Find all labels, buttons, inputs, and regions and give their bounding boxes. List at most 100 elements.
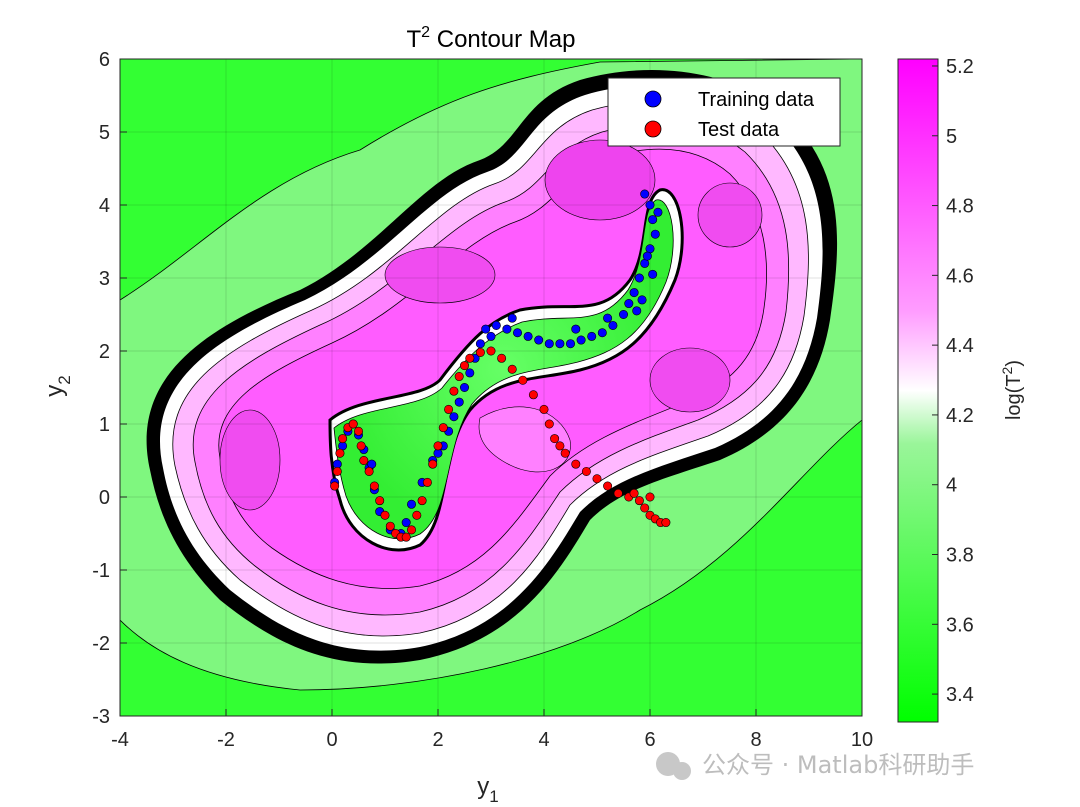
- training-point: [608, 320, 618, 330]
- training-point: [632, 306, 642, 316]
- test-point: [613, 488, 623, 498]
- test-point: [385, 521, 395, 531]
- training-point: [523, 331, 533, 341]
- colorbar-tick-label: 4.2: [946, 405, 974, 427]
- test-point: [364, 466, 374, 476]
- test-point: [603, 481, 613, 491]
- colorbar-tick-label: 3.6: [946, 614, 974, 636]
- x-axis: -4 -2 0 2 4 6 8 10: [111, 709, 873, 751]
- training-point: [571, 324, 581, 334]
- training-point: [629, 288, 639, 298]
- y-tick-label: 2: [99, 341, 110, 363]
- training-point: [534, 335, 544, 345]
- y-tick-label: 5: [99, 122, 110, 144]
- watermark-text: 公众号 · Matlab科研助手: [702, 751, 974, 779]
- test-point: [353, 426, 363, 436]
- training-point: [642, 251, 652, 261]
- legend-label-training: Training data: [698, 89, 815, 111]
- training-point: [449, 412, 459, 422]
- legend-marker-training: [644, 90, 662, 108]
- training-point: [491, 320, 501, 330]
- colorbar: 3.4 3.6 3.8 4 4.2 4.4 4.6 4.8 5 5.2 log(T2): [897, 56, 1025, 723]
- test-point: [581, 466, 591, 476]
- test-point: [507, 364, 517, 374]
- legend-box: [607, 77, 841, 147]
- test-point: [338, 434, 348, 444]
- training-point: [507, 313, 517, 323]
- test-point: [330, 481, 340, 491]
- contour-field: [120, 59, 862, 716]
- training-point: [648, 269, 658, 279]
- test-point: [528, 390, 538, 400]
- training-point: [634, 273, 644, 283]
- y-axis: -3 -2 -1 0 1 2 3 4 5 6: [92, 49, 127, 728]
- y-axis-label: y2: [41, 375, 74, 396]
- test-point: [428, 459, 438, 469]
- legend: Training data Test data: [607, 77, 841, 147]
- test-point: [459, 361, 469, 371]
- training-point: [454, 397, 464, 407]
- y-tick-label: 4: [99, 195, 110, 217]
- training-point: [565, 339, 575, 349]
- test-point: [550, 434, 560, 444]
- test-point: [555, 441, 565, 451]
- training-point: [603, 313, 613, 323]
- y-tick-label: -3: [92, 706, 110, 728]
- training-point: [597, 328, 607, 338]
- training-point: [465, 368, 475, 378]
- test-point: [356, 441, 366, 451]
- test-point: [444, 404, 454, 414]
- colorbar-tick-label: 4.4: [946, 335, 974, 357]
- test-point: [332, 466, 342, 476]
- y-tick-label: 6: [99, 49, 110, 71]
- colorbar-tick-label: 5: [946, 126, 957, 148]
- test-point: [433, 441, 443, 451]
- training-point: [587, 331, 597, 341]
- test-point: [634, 496, 644, 506]
- colorbar-tick-label: 4.8: [946, 196, 974, 218]
- training-point: [624, 299, 634, 309]
- legend-label-test: Test data: [698, 119, 780, 141]
- x-tick-label: 2: [432, 729, 443, 751]
- colorbar-tick-label: 5.2: [946, 56, 974, 78]
- test-point: [571, 459, 581, 469]
- training-point: [576, 335, 586, 345]
- test-point: [412, 510, 422, 520]
- test-point: [406, 525, 416, 535]
- test-point: [544, 419, 554, 429]
- training-point: [481, 324, 491, 334]
- colorbar-label: log(T2): [999, 360, 1025, 420]
- training-point: [406, 499, 416, 509]
- test-point: [497, 353, 507, 363]
- x-tick-label: 6: [644, 729, 655, 751]
- training-point: [459, 382, 469, 392]
- y-tick-label: -1: [92, 560, 110, 582]
- test-point: [560, 448, 570, 458]
- y-tick-label: 1: [99, 414, 110, 436]
- x-tick-label: -2: [217, 729, 235, 751]
- training-point: [486, 331, 496, 341]
- scatter-points: [330, 189, 671, 542]
- training-point: [618, 309, 628, 319]
- training-point: [512, 328, 522, 338]
- test-point: [486, 346, 496, 356]
- test-point: [449, 386, 459, 396]
- test-point: [348, 419, 358, 429]
- training-point: [401, 518, 411, 528]
- x-tick-label: 0: [326, 729, 337, 751]
- wechat-icon-small: [673, 762, 691, 780]
- test-point: [438, 423, 448, 433]
- test-point: [629, 488, 639, 498]
- legend-marker-test: [644, 120, 662, 138]
- plot-area: [119, 58, 863, 717]
- training-point: [653, 207, 663, 217]
- test-point: [417, 496, 427, 506]
- test-point: [640, 503, 650, 513]
- colorbar-tick-label: 3.8: [946, 545, 974, 567]
- watermark: 公众号 · Matlab科研助手: [656, 751, 974, 780]
- x-tick-label: 8: [750, 729, 761, 751]
- test-point: [375, 496, 385, 506]
- test-point: [422, 477, 432, 487]
- training-point: [648, 215, 658, 225]
